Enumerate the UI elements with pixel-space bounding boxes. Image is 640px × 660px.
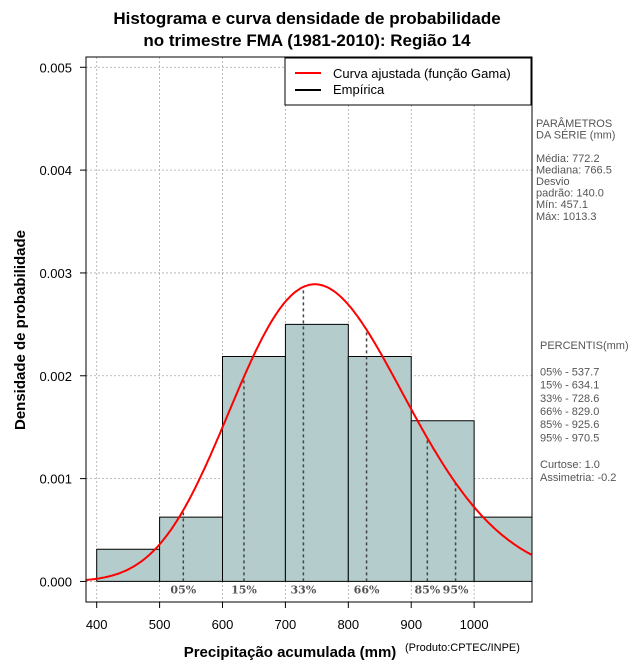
percentile-label-95%: 95%: [443, 583, 469, 596]
params-line-0: PARÂMETROS: [536, 117, 612, 130]
x-tick-label-500: 500: [149, 617, 171, 632]
histogram-bar-4: [348, 356, 412, 582]
histogram-bar-2: [222, 356, 286, 582]
percentile-lines: 05% 15% 33% 66% 85% 95%: [170, 286, 469, 596]
x-tick-label-900: 900: [400, 617, 422, 632]
product-credit: (Produto:CPTEC/INPE): [405, 642, 520, 654]
y-tick-label-4: 0.004: [39, 163, 72, 178]
plot-frame: [85, 56, 533, 603]
params-line-4: Mediana: 766.5: [536, 164, 612, 176]
percentiles-line-7: 95% - 970.5: [540, 432, 599, 444]
legend-label-curve: Curva ajustada (função Gama): [333, 66, 511, 81]
x-axis-label: Precipitação acumulada (mm): [184, 644, 397, 660]
percentiles-line-4: 33% - 728.6: [540, 393, 599, 405]
x-tick-label-400: 400: [86, 617, 108, 632]
percentile-label-15%: 15%: [231, 583, 257, 596]
percentile-label-33%: 33%: [291, 583, 317, 596]
y-tick-label-1: 0.001: [39, 472, 72, 487]
legend: Curva ajustada (função Gama) Empírica: [284, 57, 532, 106]
params-line-5: Desvio: [536, 176, 570, 188]
percentiles-line-6: 85% - 925.6: [540, 419, 599, 431]
percentile-label-66%: 66%: [354, 583, 380, 596]
percentile-label-85%: 85%: [414, 583, 440, 596]
params-line-7: Mín: 457.1: [536, 199, 588, 211]
x-tick-label-600: 600: [212, 617, 234, 632]
percentile-label-05%: 05%: [170, 583, 196, 596]
percentiles-panel: PERCENTIS(mm) 05% - 537.7 15% - 634.133% -…: [540, 340, 629, 484]
x-tick-label-800: 800: [337, 617, 359, 632]
params-line-8: Máx: 1013.3: [536, 211, 597, 223]
histogram-bar-1: [159, 517, 223, 582]
y-axis-label: Densidade de probabilidade: [12, 230, 29, 430]
y-tick-label-2: 0.002: [39, 369, 72, 384]
params-line-6: padrão: 140.0: [536, 188, 604, 200]
percentiles-line-10: Assimetria: -0.2: [540, 472, 616, 484]
legend-label-empirical: Empírica: [333, 82, 385, 97]
y-tick-label-3: 0.003: [39, 266, 72, 281]
percentiles-line-0: PERCENTIS(mm): [540, 340, 629, 352]
legend-box: [284, 57, 532, 106]
empirical-outline-5: [410, 420, 475, 582]
histogram-bar-3: [285, 324, 349, 582]
chart-title-line-1: Histograma e curva densidade de probabil…: [113, 9, 500, 28]
params-line-1: DA SÉRIE (mm): [536, 129, 615, 142]
percentiles-line-3: 15% - 634.1: [540, 380, 599, 392]
y-tick-label-0: 0.000: [39, 574, 72, 589]
histogram-bar-5: [411, 420, 475, 582]
gamma-curve: [85, 283, 532, 581]
y-tick-label-5: 0.005: [39, 60, 72, 75]
percentiles-line-2: 05% - 537.7: [540, 366, 599, 378]
percentiles-line-5: 66% - 829.0: [540, 406, 599, 418]
percentiles-line-9: Curtose: 1.0: [540, 459, 600, 471]
series-parameters-panel: PARÂMETROS DA SÉRIE (mm) Média: 772.2Medi…: [536, 117, 615, 223]
params-line-3: Média: 772.2: [536, 153, 600, 165]
x-tick-label-1000: 1000: [460, 617, 489, 632]
x-tick-label-700: 700: [275, 617, 297, 632]
axes: 400 500 600 700 800 900 1000 0.000 0.001 0.002 0.0…: [39, 60, 488, 632]
chart-title-line-2: no trimestre FMA (1981-2010): Região 14: [143, 31, 471, 50]
